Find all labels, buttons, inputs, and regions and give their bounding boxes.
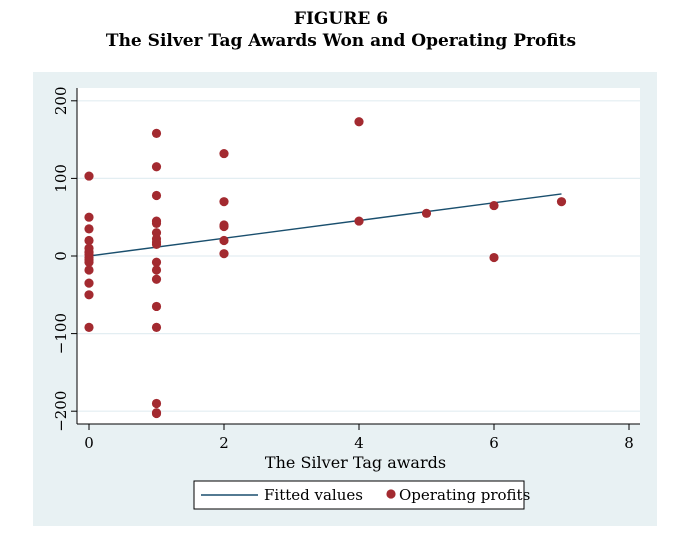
data-point <box>556 197 567 207</box>
data-point <box>151 274 162 284</box>
x-tick-label: 6 <box>489 434 499 452</box>
data-point <box>84 257 94 267</box>
data-point <box>219 249 229 259</box>
legend-dot-swatch <box>386 489 396 499</box>
data-point <box>151 128 162 138</box>
legend-label-fitted: Fitted values <box>264 486 363 504</box>
fitted-line-layer <box>88 193 562 257</box>
data-point <box>84 322 94 332</box>
data-point <box>84 171 94 181</box>
data-point <box>151 265 162 275</box>
data-point <box>84 278 94 288</box>
y-tick-label: 100 <box>52 164 70 193</box>
y-tick-label: −100 <box>52 313 70 354</box>
gridlines <box>77 100 640 412</box>
x-axis-ticks: 0 2 4 6 8 <box>84 424 634 452</box>
figure-heading: FIGURE 6 The Silver Tag Awards Won and O… <box>0 8 682 52</box>
data-point <box>151 398 162 409</box>
data-point <box>489 252 499 263</box>
data-point <box>354 216 364 226</box>
y-tick-label: 200 <box>52 86 70 115</box>
data-point <box>84 290 94 300</box>
data-point <box>84 235 94 246</box>
data-point <box>219 197 229 207</box>
data-point <box>354 117 364 127</box>
data-point <box>421 208 432 218</box>
data-point <box>219 221 229 232</box>
x-tick-label: 8 <box>624 434 634 452</box>
data-point <box>151 239 162 249</box>
x-tick-label: 2 <box>219 434 229 452</box>
x-tick-label: 4 <box>354 434 364 452</box>
fitted-line <box>88 193 562 257</box>
data-point <box>84 212 94 222</box>
x-axis-label: The Silver Tag awards <box>265 453 446 472</box>
data-point <box>151 218 162 229</box>
data-point <box>151 162 162 172</box>
data-point <box>84 265 94 275</box>
legend: Fitted values Operating profits <box>193 480 530 510</box>
data-point <box>219 148 229 159</box>
y-axis-ticks: −200 −100 0 100 200 <box>52 86 77 432</box>
data-point <box>151 408 162 419</box>
data-point <box>151 257 162 267</box>
data-point <box>84 224 94 234</box>
figure-label: FIGURE 6 <box>293 9 389 29</box>
figure-title: The Silver Tag Awards Won and Operating … <box>105 31 577 51</box>
legend-label-profits: Operating profits <box>399 486 530 504</box>
data-point <box>151 190 162 201</box>
data-point <box>489 200 499 211</box>
y-tick-label: −200 <box>52 391 70 432</box>
x-tick-label: 0 <box>84 434 94 452</box>
data-point <box>151 301 162 312</box>
data-point <box>219 235 229 246</box>
data-point <box>151 322 162 332</box>
y-tick-label: 0 <box>52 251 70 261</box>
points-layer <box>84 117 567 419</box>
